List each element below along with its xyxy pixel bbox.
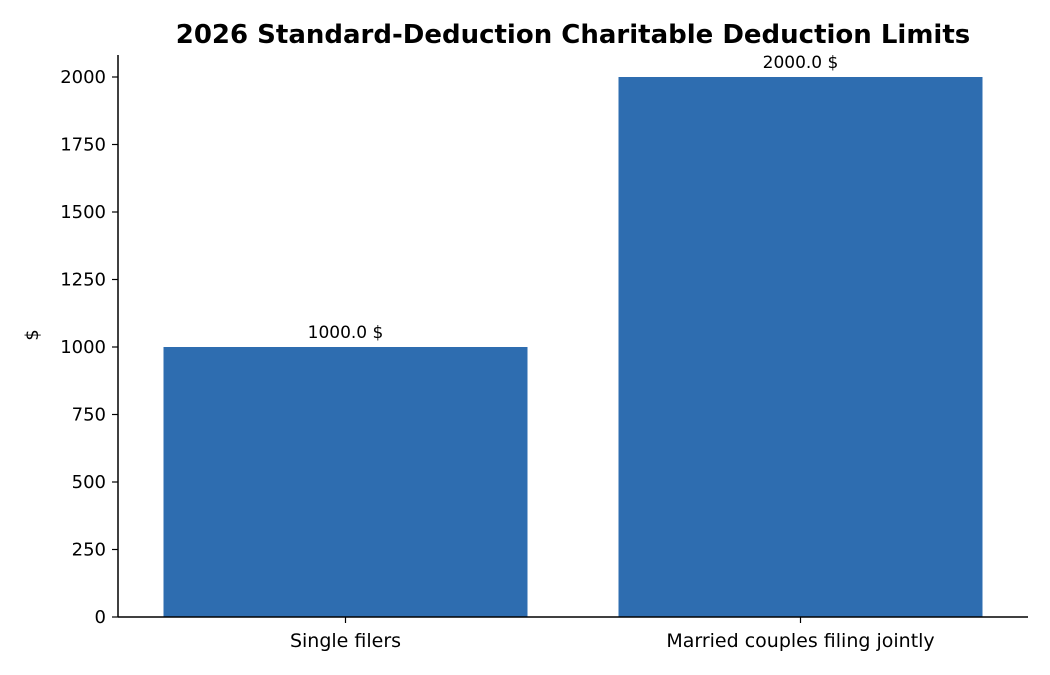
y-axis: 0 250 500 750 1000 1250 1500 1750 2000	[60, 55, 119, 628]
chart-title: 2026 Standard-Deduction Charitable Deduc…	[176, 20, 970, 50]
x-tick-label-1: Married couples filing jointly	[666, 630, 934, 652]
x-axis: Single filers Married couples filing join…	[118, 616, 1028, 652]
data-label-1: 2000.0 $	[763, 53, 839, 73]
data-labels-group: 1000.0 $ 2000.0 $	[308, 53, 839, 343]
y-tick-label-1: 250	[72, 540, 106, 561]
y-tick-label-2: 500	[72, 472, 106, 493]
y-axis-label: $	[22, 329, 43, 340]
y-tick-label-8: 2000	[60, 67, 106, 88]
y-tick-label-0: 0	[95, 607, 106, 628]
x-tick-label-0: Single filers	[290, 630, 401, 652]
bars-group	[163, 77, 983, 617]
data-label-0: 1000.0 $	[308, 323, 384, 343]
y-tick-label-7: 1750	[60, 135, 106, 156]
y-tick-label-3: 750	[72, 405, 106, 426]
bar-1	[618, 77, 983, 617]
y-tick-label-5: 1250	[60, 270, 106, 291]
y-tick-label-4: 1000	[60, 337, 106, 358]
y-tick-label-6: 1500	[60, 202, 106, 223]
bar-0	[163, 347, 528, 617]
